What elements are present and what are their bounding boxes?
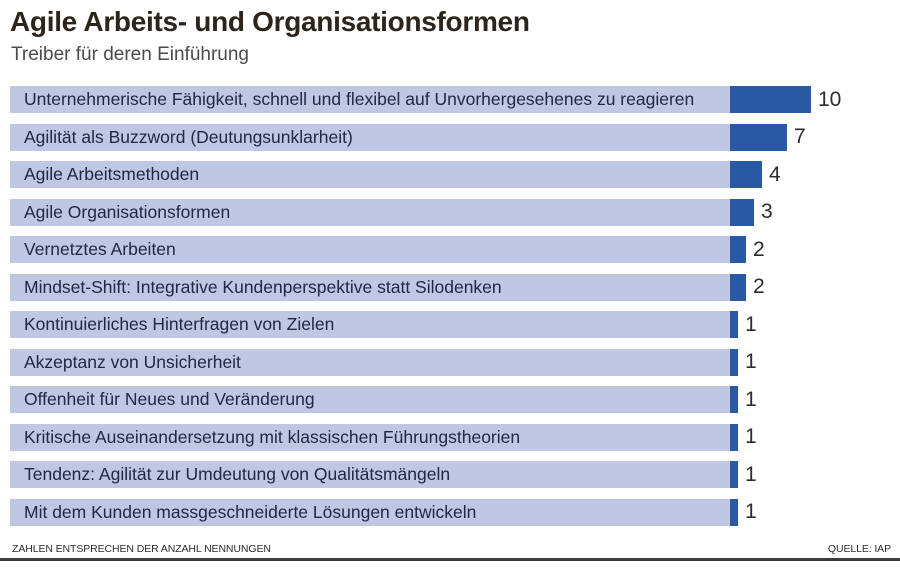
value-label: 7 — [794, 125, 806, 148]
category-band: Kritische Auseinandersetzung mit klassis… — [10, 423, 730, 451]
bar-row: Unternehmerische Fähigkeit, schnell und … — [10, 86, 841, 113]
category-label: Tendenz: Agilität zur Umdeutung von Qual… — [24, 464, 451, 484]
category-label: Vernetztes Arbeiten — [24, 239, 176, 259]
bar-row: Mindset-Shift: Integrative Kundenperspek… — [10, 273, 841, 301]
bottom-rule — [0, 558, 900, 561]
category-band: Agile Arbeitsmethoden — [10, 161, 730, 188]
bar-row: Mit dem Kunden massgeschneiderte Lösunge… — [10, 498, 841, 526]
value-label: 10 — [818, 87, 842, 111]
category-band: Unternehmerische Fähigkeit, schnell und … — [10, 86, 730, 113]
category-band: Mindset-Shift: Integrative Kundenperspek… — [10, 273, 730, 301]
value-bar — [730, 86, 811, 113]
chart-title: Agile Arbeits- und Organisationsformen — [10, 6, 530, 37]
value-label: 2 — [753, 275, 765, 298]
chart-source: QUELLE: IAP — [827, 543, 891, 555]
category-label: Akzeptanz von Unsicherheit — [24, 351, 241, 372]
category-band: Agile Organisationsformen — [10, 198, 730, 226]
value-bar — [730, 198, 754, 226]
value-label: 2 — [753, 237, 765, 261]
category-band: Offenheit für Neues und Veränderung — [10, 386, 730, 413]
category-band: Akzeptanz von Unsicherheit — [10, 348, 730, 376]
category-band: Kontinuierliches Hinterfragen von Zielen — [10, 311, 730, 338]
value-label: 4 — [769, 162, 781, 186]
bar-row: Offenheit für Neues und Veränderung 1 — [10, 386, 841, 413]
category-label: Agile Arbeitsmethoden — [24, 164, 200, 184]
value-bar — [730, 348, 738, 376]
value-bar — [730, 423, 738, 451]
category-label: Unternehmerische Fähigkeit, schnell und … — [24, 89, 695, 109]
bar-row: Akzeptanz von Unsicherheit 1 — [10, 348, 841, 376]
bar-row: Kritische Auseinandersetzung mit klassis… — [10, 423, 841, 451]
value-bar — [730, 273, 746, 301]
value-bar — [730, 498, 738, 526]
category-label: Offenheit für Neues und Veränderung — [24, 389, 315, 409]
category-label: Agilität als Buzzword (Deutungsunklarhei… — [24, 126, 353, 147]
bar-row: Agilität als Buzzword (Deutungsunklarhei… — [10, 123, 841, 151]
chart-subtitle: Treiber für deren Einführung — [11, 44, 249, 65]
value-label: 1 — [745, 312, 757, 336]
value-bar — [730, 123, 787, 151]
bar-row: Agile Organisationsformen 3 — [10, 198, 841, 226]
chart-footnote: ZAHLEN ENTSPRECHEN DER ANZAHL NENNUNGEN — [12, 543, 271, 555]
value-bar — [730, 461, 738, 488]
bar-row: Kontinuierliches Hinterfragen von Zielen… — [10, 311, 841, 338]
value-label: 3 — [761, 200, 773, 223]
bar-row: Vernetztes Arbeiten 2 — [10, 236, 841, 263]
bar-row: Tendenz: Agilität zur Umdeutung von Qual… — [10, 461, 841, 488]
category-label: Mindset-Shift: Integrative Kundenperspek… — [24, 276, 502, 297]
value-bar — [730, 236, 746, 263]
value-label: 1 — [745, 387, 757, 411]
category-label: Mit dem Kunden massgeschneiderte Lösunge… — [24, 501, 477, 522]
value-label: 1 — [745, 462, 757, 486]
value-label: 1 — [745, 425, 757, 448]
category-label: Agile Organisationsformen — [24, 201, 231, 222]
value-label: 1 — [745, 500, 757, 523]
value-bar — [730, 311, 738, 338]
value-bar — [730, 161, 762, 188]
category-band: Agilität als Buzzword (Deutungsunklarhei… — [10, 123, 730, 151]
value-label: 1 — [745, 350, 757, 373]
category-band: Mit dem Kunden massgeschneiderte Lösunge… — [10, 498, 730, 526]
category-label: Kritische Auseinandersetzung mit klassis… — [24, 426, 521, 447]
bar-chart: Unternehmerische Fähigkeit, schnell und … — [10, 86, 841, 536]
value-bar — [730, 386, 738, 413]
category-band: Tendenz: Agilität zur Umdeutung von Qual… — [10, 461, 730, 488]
bar-row: Agile Arbeitsmethoden 4 — [10, 161, 841, 188]
category-band: Vernetztes Arbeiten — [10, 236, 730, 263]
category-label: Kontinuierliches Hinterfragen von Zielen — [24, 314, 335, 334]
